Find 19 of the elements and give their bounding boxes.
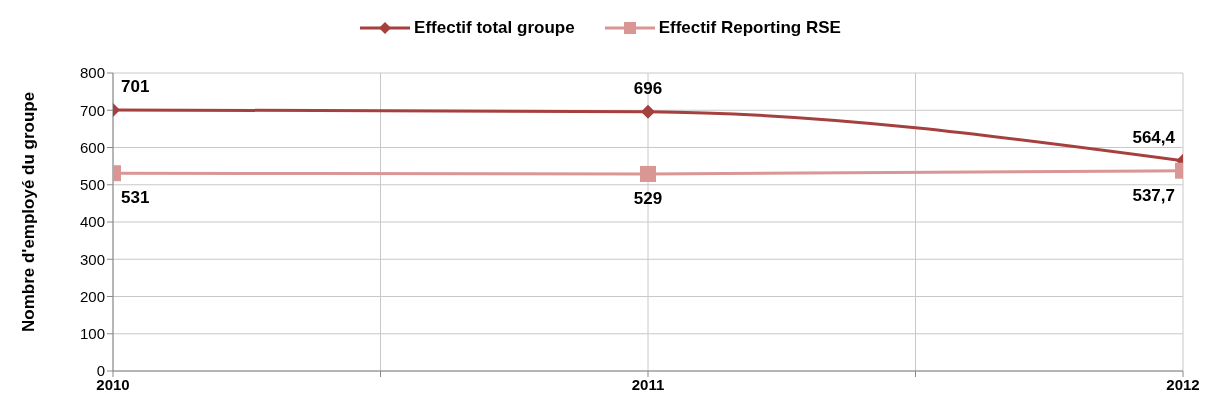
y-tick-label: 800 bbox=[79, 64, 105, 82]
y-tick-label: 300 bbox=[79, 250, 105, 268]
y-tick-label: 200 bbox=[79, 287, 105, 305]
x-tick-label: 2012 bbox=[1166, 375, 1200, 393]
data-label: 537,7 bbox=[1132, 185, 1175, 205]
legend-label: Effectif Reporting RSE bbox=[657, 18, 841, 38]
y-tick-label: 700 bbox=[79, 101, 105, 119]
data-label: 531 bbox=[121, 188, 150, 208]
data-label: 696 bbox=[633, 78, 663, 98]
y-tick-label: 100 bbox=[79, 325, 105, 343]
y-tick-label: 400 bbox=[79, 213, 105, 231]
data-label: 564,4 bbox=[1132, 127, 1176, 147]
y-tick-label: 600 bbox=[79, 138, 105, 156]
data-label: 529 bbox=[633, 188, 663, 208]
legend-label: Effectif total groupe bbox=[413, 18, 575, 38]
y-axis-title: Nombre d'employé du groupe bbox=[19, 91, 39, 332]
data-label: 701 bbox=[121, 76, 150, 96]
x-tick-label: 2011 bbox=[631, 375, 665, 393]
y-tick-label: 500 bbox=[79, 176, 105, 194]
